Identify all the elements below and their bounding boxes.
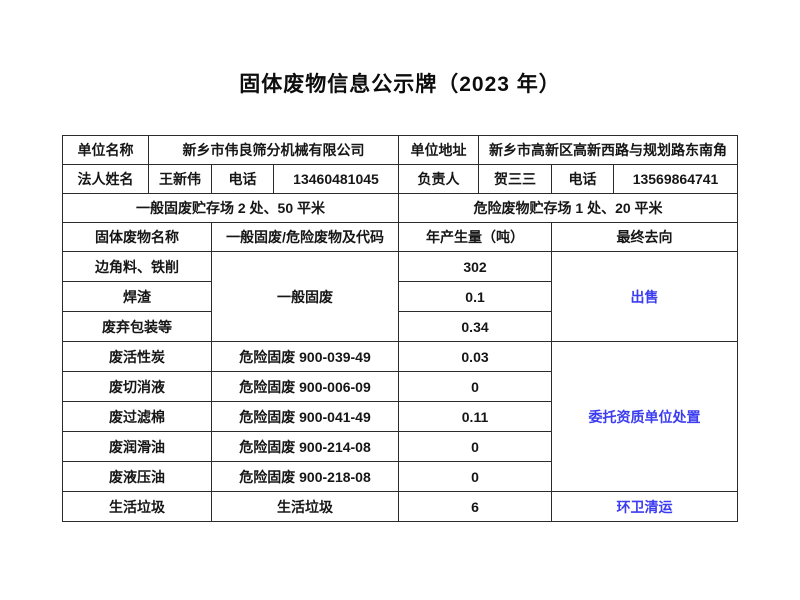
waste-amount-header-cell: 年产生量（吨） <box>398 222 553 252</box>
solid-waste-notice-table: 单位名称 新乡市伟良筛分机械有限公司 单位地址 新乡市高新区高新西路与规划路东南… <box>61 135 739 522</box>
legal-person-cell: 王新伟 <box>148 164 212 194</box>
waste-name-cell: 废液压油 <box>62 461 212 492</box>
waste-code-cell: 危险固废 900-039-49 <box>210 341 400 372</box>
destination-cell: 委托资质单位处置 <box>551 341 739 492</box>
waste-row: 焊渣 0.1 <box>62 281 738 312</box>
amount-cell: 6 <box>398 491 553 522</box>
waste-name-cell: 焊渣 <box>62 281 212 312</box>
unit-info-row: 单位名称 新乡市伟良筛分机械有限公司 单位地址 新乡市高新区高新西路与规划路东南… <box>62 135 739 165</box>
destination-cell: 环卫清运 <box>551 491 739 522</box>
unit-name-cell: 新乡市伟良筛分机械有限公司 <box>147 135 400 165</box>
amount-cell: 0 <box>398 431 553 462</box>
waste-name-cell: 边角料、铁削 <box>62 251 212 282</box>
waste-name-cell: 生活垃圾 <box>62 491 212 522</box>
unit-address-cell: 新乡市高新区高新西路与规划路东南角 <box>478 135 739 165</box>
waste-code-cell: 危险固废 900-041-49 <box>210 401 400 432</box>
waste-code-cell: 一般固废 <box>210 251 400 342</box>
waste-row: 废过滤棉 危险固废 900-041-49 0.11 <box>62 401 738 432</box>
phone2-label-cell: 电话 <box>551 164 615 194</box>
waste-name-cell: 废过滤棉 <box>62 401 212 432</box>
amount-cell: 0.1 <box>398 281 553 312</box>
waste-destination-header-cell: 最终去向 <box>551 222 739 252</box>
waste-name-cell: 废润滑油 <box>62 431 212 462</box>
unit-name-label-cell: 单位名称 <box>62 135 149 165</box>
amount-cell: 0 <box>398 461 553 492</box>
storage-info-row: 一般固废贮存场 2 处、50 平米 危险废物贮存场 1 处、20 平米 <box>61 193 739 223</box>
waste-row: 生活垃圾 生活垃圾 6 环卫清运 <box>62 491 739 522</box>
waste-code-cell: 危险固废 900-214-08 <box>210 431 400 462</box>
waste-name-cell: 废活性炭 <box>62 341 212 372</box>
amount-cell: 0 <box>398 371 553 402</box>
responsible-label-cell: 负责人 <box>398 164 480 194</box>
general-storage-cell: 一般固废贮存场 2 处、50 平米 <box>61 193 400 223</box>
unit-address-label-cell: 单位地址 <box>398 135 480 165</box>
responsible-cell: 贺三三 <box>478 164 553 194</box>
hazardous-storage-cell: 危险废物贮存场 1 处、20 平米 <box>398 193 739 223</box>
amount-cell: 0.11 <box>398 401 553 432</box>
waste-row: 废活性炭 危险固废 900-039-49 0.03 委托资质单位处置 <box>62 341 739 492</box>
waste-row: 废液压油 危险固废 900-218-08 0 <box>62 461 738 492</box>
waste-name-header-cell: 固体废物名称 <box>62 222 212 252</box>
waste-name-cell: 废弃包装等 <box>62 311 212 342</box>
amount-cell: 302 <box>398 251 553 282</box>
phone1-label-cell: 电话 <box>211 164 274 194</box>
phone2-cell: 13569864741 <box>613 164 739 194</box>
waste-code-cell: 危险固废 900-006-09 <box>210 371 400 402</box>
waste-header-row: 固体废物名称 一般固废/危险废物及代码 年产生量（吨） 最终去向 <box>62 222 739 252</box>
waste-name-cell: 废切消液 <box>62 371 212 402</box>
legal-person-label-cell: 法人姓名 <box>62 164 149 194</box>
destination-cell: 出售 <box>551 251 739 342</box>
contact-info-row: 法人姓名 王新伟 电话 13460481045 负责人 贺三三 电话 13569… <box>62 164 739 194</box>
waste-code-cell: 危险固废 900-218-08 <box>210 461 400 492</box>
waste-code-cell: 生活垃圾 <box>210 491 400 522</box>
phone1-cell: 13460481045 <box>272 164 400 194</box>
amount-cell: 0.03 <box>398 341 553 372</box>
waste-code-header-cell: 一般固废/危险废物及代码 <box>210 222 400 252</box>
waste-row: 边角料、铁削 一般固废 302 出售 <box>62 251 739 342</box>
amount-cell: 0.34 <box>398 311 553 342</box>
page-title: 固体废物信息公示牌（2023 年） <box>239 73 561 96</box>
waste-row: 废弃包装等 0.34 <box>62 311 738 342</box>
waste-row: 废切消液 危险固废 900-006-09 0 <box>62 371 738 402</box>
waste-row: 废润滑油 危险固废 900-214-08 0 <box>62 431 738 462</box>
